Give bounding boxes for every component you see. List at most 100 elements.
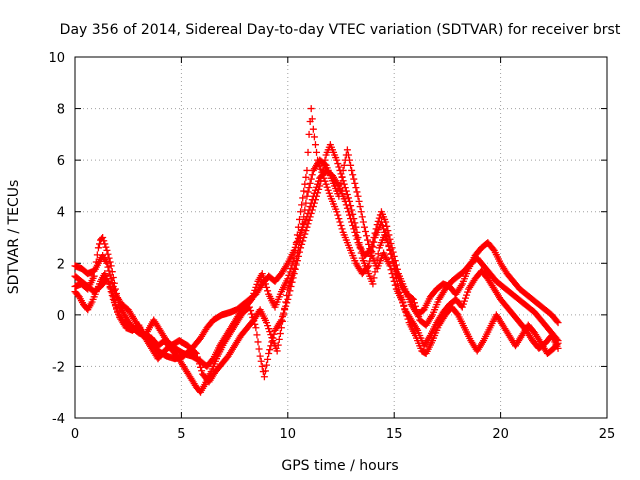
data-point — [282, 298, 290, 306]
data-point — [301, 230, 309, 238]
data-point — [310, 133, 318, 141]
data-point — [297, 234, 305, 241]
data-point — [288, 271, 296, 279]
data-point — [384, 237, 392, 245]
data-point — [296, 215, 304, 223]
data-point — [458, 303, 466, 311]
data-point — [357, 208, 365, 216]
data-point — [354, 234, 362, 241]
data-point — [389, 273, 397, 281]
data-point — [306, 213, 314, 221]
data-point — [94, 244, 102, 252]
data-series — [71, 105, 562, 396]
data-point — [346, 156, 354, 164]
data-point — [464, 288, 472, 296]
data-point — [335, 163, 343, 171]
data-point — [401, 305, 409, 313]
data-point — [399, 298, 407, 306]
data-point — [301, 180, 309, 188]
data-point — [339, 166, 347, 174]
data-point — [361, 227, 369, 235]
data-point — [308, 115, 316, 123]
data-point — [291, 259, 299, 267]
data-point — [318, 172, 326, 180]
data-point — [109, 273, 117, 281]
data-point — [307, 105, 315, 113]
data-point — [252, 324, 260, 332]
data-point — [316, 182, 324, 190]
data-point — [263, 361, 271, 369]
data-point — [93, 251, 101, 259]
data-point — [112, 304, 120, 312]
data-point — [307, 175, 315, 183]
y-tick-label: 10 — [48, 51, 65, 66]
data-point — [336, 218, 344, 226]
data-point — [461, 294, 469, 302]
data-point — [264, 355, 272, 363]
data-point — [104, 250, 112, 258]
data-point — [386, 262, 394, 270]
data-point — [100, 237, 108, 245]
data-point — [289, 268, 297, 276]
data-point — [335, 215, 343, 223]
x-tick-label: 0 — [71, 427, 79, 442]
data-point — [315, 185, 323, 193]
data-point — [408, 295, 416, 303]
data-point — [402, 308, 410, 316]
data-point — [258, 270, 266, 278]
data-point — [374, 250, 382, 258]
data-point — [92, 258, 100, 266]
data-point — [308, 206, 316, 214]
data-point — [357, 249, 365, 257]
data-point — [263, 283, 271, 291]
data-point — [366, 245, 374, 253]
data-point — [194, 356, 202, 364]
data-point — [311, 196, 319, 204]
data-point — [277, 316, 285, 324]
data-point — [259, 273, 267, 281]
data-point — [278, 317, 286, 325]
data-point — [106, 258, 114, 266]
data-point — [290, 264, 298, 272]
x-axis-label: GPS time / hours — [281, 458, 398, 474]
data-point — [313, 148, 321, 156]
data-point — [334, 211, 342, 219]
x-tick-label: 10 — [280, 427, 297, 442]
data-point — [410, 299, 418, 307]
data-point — [254, 338, 262, 346]
data-point — [304, 188, 312, 196]
data-point — [386, 246, 394, 254]
data-point — [277, 324, 285, 332]
data-point — [350, 175, 358, 183]
data-point — [303, 192, 311, 200]
data-point — [344, 151, 352, 159]
data-point — [414, 309, 422, 317]
data-point — [352, 184, 360, 192]
data-point — [280, 311, 288, 319]
data-point — [350, 215, 358, 223]
data-point — [193, 353, 201, 361]
data-point — [553, 317, 561, 325]
data-point — [363, 232, 371, 240]
data-point — [355, 239, 363, 247]
data-point — [347, 202, 355, 210]
data-point — [103, 246, 111, 254]
data-point — [191, 349, 199, 357]
data-point — [336, 186, 344, 194]
data-point — [370, 238, 378, 246]
data-point — [404, 315, 412, 323]
data-point — [248, 295, 256, 303]
y-tick-label: 8 — [57, 103, 65, 118]
data-point — [245, 303, 253, 311]
x-tick-label: 20 — [492, 427, 509, 442]
data-point — [266, 346, 274, 354]
data-point — [293, 249, 301, 257]
data-point — [463, 291, 471, 299]
data-point — [460, 297, 468, 305]
data-point — [283, 299, 291, 307]
data-point — [348, 206, 356, 214]
data-point — [257, 357, 265, 365]
data-point — [192, 350, 200, 358]
data-point — [258, 362, 266, 370]
